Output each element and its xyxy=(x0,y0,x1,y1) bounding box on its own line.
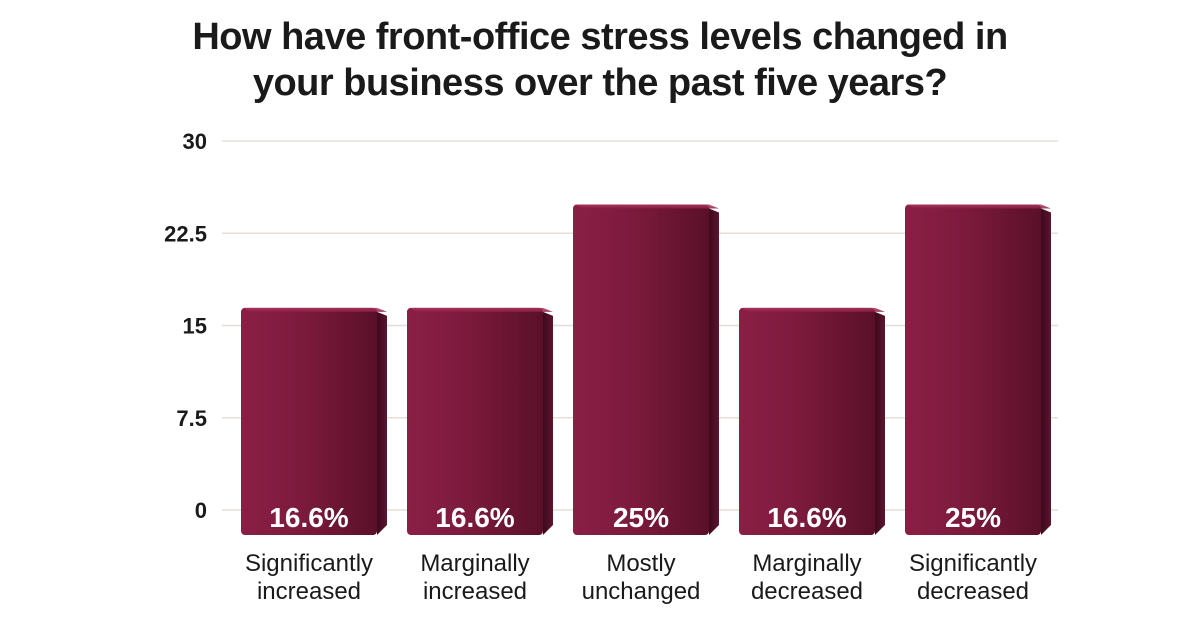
bar xyxy=(407,307,553,535)
category-label: Marginally xyxy=(420,550,529,577)
category-label: increased xyxy=(423,578,527,605)
category-label: Marginally xyxy=(752,550,861,577)
y-axis-ticks: 0 7.5 15 22.5 30 xyxy=(164,129,207,523)
y-tick-label: 0 xyxy=(195,498,207,523)
chart-title-line-1: How have front-office stress levels chan… xyxy=(192,16,1008,58)
bar-side xyxy=(1041,208,1051,535)
category-label: decreased xyxy=(917,578,1029,605)
bar xyxy=(573,204,719,535)
bar xyxy=(739,307,885,535)
bars xyxy=(241,204,1051,535)
bar-top xyxy=(409,307,553,312)
bar-front xyxy=(905,204,1041,535)
category-label: Mostly xyxy=(606,550,675,577)
bar xyxy=(905,204,1051,535)
chart-title-line-2: your business over the past five years? xyxy=(252,62,948,104)
category-label: unchanged xyxy=(582,578,701,605)
bar-side xyxy=(543,311,553,535)
y-tick-label: 30 xyxy=(183,129,207,154)
y-tick-label: 22.5 xyxy=(164,221,207,246)
category-labels: SignificantlyincreasedMarginallyincrease… xyxy=(245,550,1037,605)
bar-top xyxy=(907,204,1051,209)
y-tick-label: 7.5 xyxy=(176,406,207,431)
data-labels: 16.6% 16.6% 25% 16.6% 25% xyxy=(269,502,1001,533)
bar-top xyxy=(575,204,719,209)
data-label: 25% xyxy=(613,502,669,533)
data-label: 16.6% xyxy=(269,502,348,533)
bar-top xyxy=(243,307,387,312)
category-label: Significantly xyxy=(245,550,373,577)
bar-front xyxy=(573,204,709,535)
data-label: 16.6% xyxy=(435,502,514,533)
bar-side xyxy=(709,208,719,535)
bar-front xyxy=(241,307,377,535)
bar-front xyxy=(407,307,543,535)
y-tick-label: 15 xyxy=(183,314,207,339)
bar-side xyxy=(377,311,387,535)
bar xyxy=(241,307,387,535)
bar-top xyxy=(741,307,885,312)
category-label: increased xyxy=(257,578,361,605)
category-label: decreased xyxy=(751,578,863,605)
bar-front xyxy=(739,307,875,535)
data-label: 16.6% xyxy=(767,502,846,533)
bar-side xyxy=(875,311,885,535)
category-label: Significantly xyxy=(909,550,1037,577)
chart-title: How have front-office stress levels chan… xyxy=(0,14,1200,106)
data-label: 25% xyxy=(945,502,1001,533)
